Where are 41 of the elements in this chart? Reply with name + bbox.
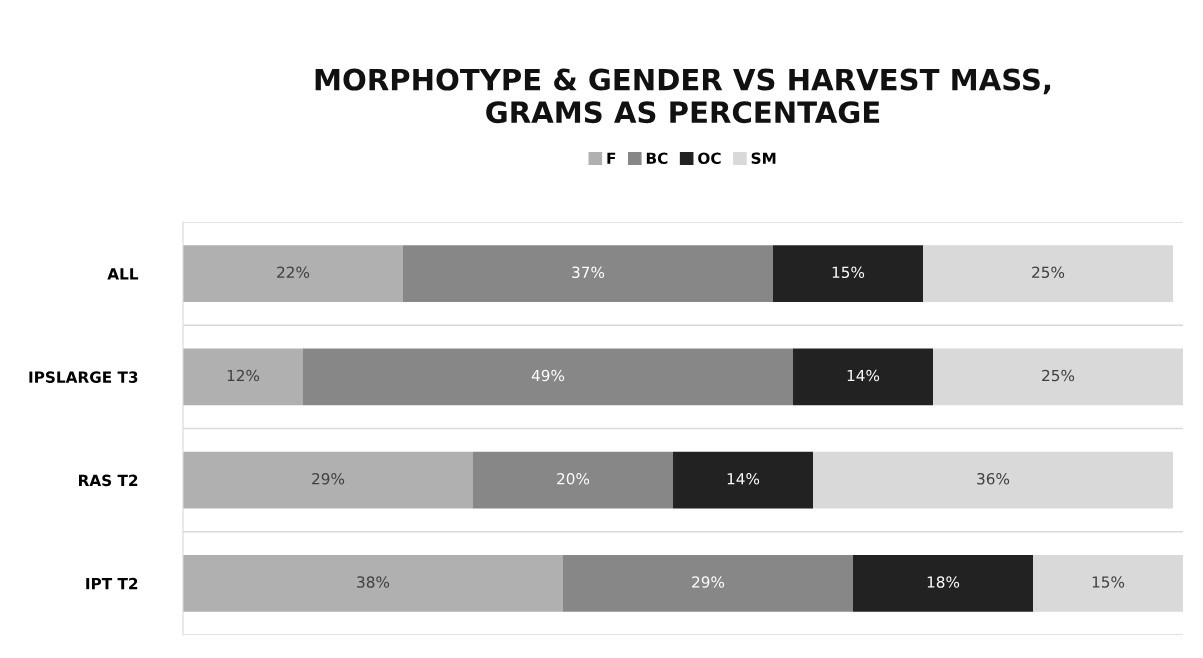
bar xyxy=(673,451,813,509)
bar xyxy=(773,245,923,303)
data-label: 14% xyxy=(847,369,880,382)
data-label: 37% xyxy=(572,266,605,279)
bar xyxy=(183,451,473,509)
legend-label: F xyxy=(607,152,616,164)
bar xyxy=(183,554,563,612)
data-label: 18% xyxy=(927,576,960,588)
data-label: 20% xyxy=(557,473,590,485)
data-label: 29% xyxy=(692,576,725,588)
chart-title: MORPHOTYPE & GENDER VS HARVEST MASS, GRAMS AS PERCENTAGE xyxy=(315,68,1051,124)
data-label: 14% xyxy=(727,473,760,485)
y-tick-label: RAS T2 xyxy=(79,474,138,487)
data-label: 36% xyxy=(977,473,1010,485)
bar xyxy=(1033,554,1183,612)
data-label: 12% xyxy=(227,369,260,382)
y-tick-label: ALL xyxy=(107,268,139,280)
y-tick-label: IPSLARGE T3 xyxy=(29,371,138,383)
y-tick-label: IPT T2 xyxy=(86,577,138,590)
data-label: 38% xyxy=(357,576,390,588)
data-label: 49% xyxy=(531,369,565,382)
data-label: 15% xyxy=(1092,576,1125,588)
data-label: 25% xyxy=(1032,266,1065,279)
bar xyxy=(403,245,773,303)
bar xyxy=(923,245,1173,303)
bar xyxy=(183,348,303,406)
legend-label: OC xyxy=(698,152,721,164)
legend-label: SM xyxy=(751,152,776,164)
data-label: 29% xyxy=(312,473,345,485)
legend-label: BC xyxy=(646,152,668,164)
bar xyxy=(563,554,853,612)
bar xyxy=(473,451,673,509)
bar xyxy=(303,348,793,406)
data-label: 15% xyxy=(832,266,865,279)
bar xyxy=(183,245,403,303)
data-label: 22% xyxy=(277,266,310,279)
bar xyxy=(813,451,1173,509)
data-label: 25% xyxy=(1042,369,1075,382)
bar xyxy=(933,348,1183,406)
bar xyxy=(793,348,933,406)
bar xyxy=(853,554,1033,612)
